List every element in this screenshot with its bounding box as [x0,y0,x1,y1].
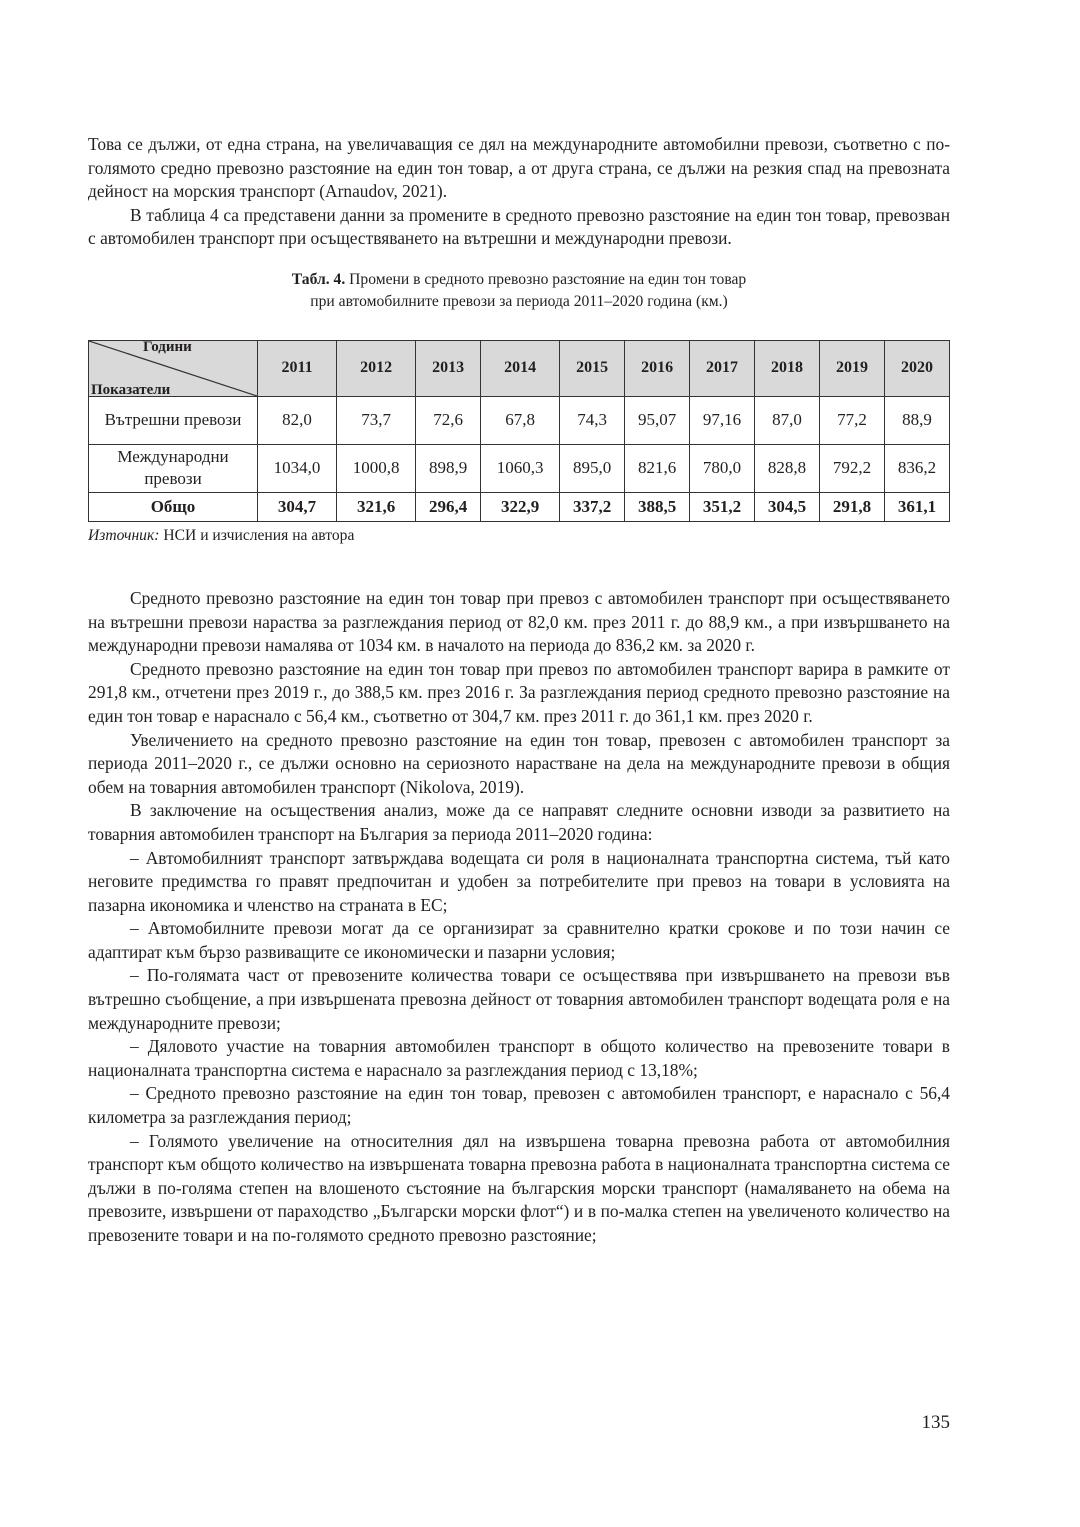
paragraph: Средното превозно разстояние на един тон… [88,587,950,656]
table-row: Международни превози 1034,0 1000,8 898,9 106… [88,443,951,493]
row-label: Международни превози [88,443,258,493]
table-caption-line2: при автомобилните превози за периода 201… [310,292,728,310]
page-content: Това се дължи, от една страна, на увелич… [88,133,951,1248]
paragraph: – Голямото увеличение на относителния дя… [88,1130,950,1245]
page-number: 135 [921,1412,951,1433]
table-cell: 780,0 [689,443,756,493]
table-cell: 836,2 [883,443,951,493]
paragraph: – Дяловото участие на товарния автомобил… [88,1036,950,1080]
table-row: Вътрешни превози 82,0 73,7 72,6 67,8 74,3 95,0… [88,395,951,445]
paragraph: В таблица 4 са представени данни за пром… [88,204,950,249]
row-label: Вътрешни превози [88,395,258,445]
table-cell: 88,9 [883,395,951,445]
corner-bottom-label: Показатели [91,381,171,398]
distance-table: Години Показатели 2011 2012 2013 2014 20… [88,338,951,522]
corner-header-cell: Години Показатели [88,338,258,398]
paragraph: Средното превозно разстояние на един тон… [88,658,950,726]
table-cell: 322,9 [480,491,561,522]
table-source: Източник: НСИ и изчисления на автора [88,526,950,546]
table-cell: 77,2 [818,395,885,445]
paragraph: В заключение на осъществения анализ, мож… [88,800,950,844]
table-caption-label: Табл. 4. [291,270,346,288]
year-header: 2015 [559,339,626,397]
paragraph: – Автомобилните превози могат да се орга… [88,918,950,962]
table-cell: 304,5 [754,491,820,522]
table-cell: 321,6 [336,491,417,522]
year-header: 2011 [256,339,338,397]
table-cell: 895,0 [559,443,626,493]
corner-top-label: Години [143,338,192,355]
table-cell: 82,0 [256,395,338,445]
body-text: Средното превозно разстояние на един тон… [88,587,950,1248]
table-row: Общо 304,7 321,6 296,4 322,9 337,2 388,5 351,2 3… [88,491,951,522]
table-cell: 1034,0 [256,443,338,493]
table-cell: 97,16 [689,395,756,445]
table-header-row: Години Показатели 2011 2012 2013 2014 20… [88,338,951,398]
table-cell: 388,5 [624,491,691,522]
table-cell: 87,0 [754,395,820,445]
table-cell: 296,4 [415,491,482,522]
source-text: НСИ и изчисления на автора [159,526,355,544]
table-cell: 73,7 [336,395,417,445]
table-cell: 828,8 [754,443,820,493]
table-cell: 337,2 [559,491,626,522]
table-cell: 74,3 [559,395,626,445]
year-header: 2020 [883,339,951,397]
paragraph: – Автомобилният транспорт затвърждава во… [88,847,950,915]
year-header: 2014 [480,339,561,397]
table-cell: 821,6 [624,443,691,493]
table-cell: 72,6 [415,395,482,445]
source-label: Източник: [88,526,160,544]
table-cell: 792,2 [818,443,885,493]
year-header: 2018 [754,339,820,397]
paragraph: – По-голямата част от превозените количе… [88,965,950,1033]
year-header: 2013 [415,339,482,397]
paragraph: – Средното превозно разстояние на един т… [88,1083,950,1128]
year-header: 2019 [818,339,885,397]
paragraph: Това се дължи, от една страна, на увелич… [88,134,950,202]
row-label: Общо [88,491,258,522]
table-caption-line1: Промени в средното превозно разстояние н… [349,270,747,288]
table-cell: 1000,8 [336,443,417,493]
year-header: 2017 [689,339,756,397]
table-cell: 361,1 [883,491,951,522]
table-cell: 304,7 [256,491,338,522]
table-cell: 291,8 [818,491,885,522]
table-cell: 898,9 [415,443,482,493]
year-header: 2016 [624,339,691,397]
table-caption: Табл. 4. Промени в средното превозно раз… [88,269,950,313]
table-cell: 351,2 [689,491,756,522]
table-cell: 95,07 [624,395,691,445]
year-header: 2012 [336,339,417,397]
table-cell: 67,8 [480,395,561,445]
table-cell: 1060,3 [480,443,561,493]
paragraph: Увеличението на средното превозно разсто… [88,729,950,797]
